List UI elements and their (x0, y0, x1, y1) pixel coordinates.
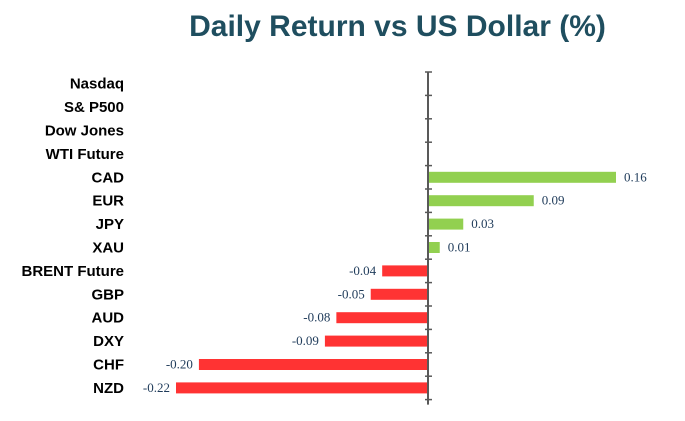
value-label-gbp: -0.05 (338, 286, 365, 301)
value-label-jpy: 0.03 (471, 216, 494, 231)
category-label-dxy: DXY (93, 333, 124, 350)
value-labels: 0.16 0.09 0.030.01 -0.04 -0.05 -0.08 -0.09 -0.2… (143, 169, 647, 395)
value-label-brent-future: -0.04 (349, 263, 377, 278)
category-label-dow-jones: Dow Jones (45, 123, 124, 140)
bar-nzd (176, 382, 428, 394)
bar-xau (428, 242, 440, 253)
value-label-dxy: -0.09 (292, 333, 319, 348)
category-label-jpy: JPY (96, 216, 124, 233)
value-label-aud: -0.08 (303, 310, 330, 325)
category-label-wti-future: WTI Future (46, 146, 124, 163)
category-label-nzd: NZD (93, 380, 124, 397)
category-label-gbp: GBP (91, 286, 124, 303)
bar-jpy (428, 218, 464, 230)
bar-aud (336, 312, 428, 324)
bar-gbp (370, 288, 428, 300)
value-label-nzd: -0.22 (143, 380, 170, 395)
bar-dxy (324, 335, 428, 347)
bars-group (176, 171, 616, 394)
category-label-nasdaq: Nasdaq (70, 76, 124, 93)
category-labels: Nasdaq S& P500 Dow Jones WTI Future CAD EUR JP… (22, 76, 125, 397)
value-label-eur: 0.09 (542, 193, 565, 208)
category-label-xau: XAU (92, 240, 124, 257)
category-label-eur: EUR (92, 193, 124, 210)
bar-chf (198, 359, 428, 370)
category-label-s-p500: S& P500 (64, 99, 124, 116)
category-label-cad: CAD (92, 169, 125, 186)
value-label-cad: 0.16 (624, 169, 647, 184)
category-label-chf: CHF (93, 357, 124, 374)
bar-brent-future (382, 265, 428, 277)
category-label-aud: AUD (92, 310, 125, 327)
category-label-brent-future: BRENT Future (22, 263, 125, 280)
value-label-xau: 0.01 (448, 240, 471, 255)
chart-title: Daily Return vs US Dollar (%) (189, 10, 606, 43)
value-label-chf: -0.20 (166, 357, 193, 372)
bar-cad (428, 171, 616, 183)
bar-eur (428, 195, 534, 207)
value-axis (425, 71, 432, 405)
